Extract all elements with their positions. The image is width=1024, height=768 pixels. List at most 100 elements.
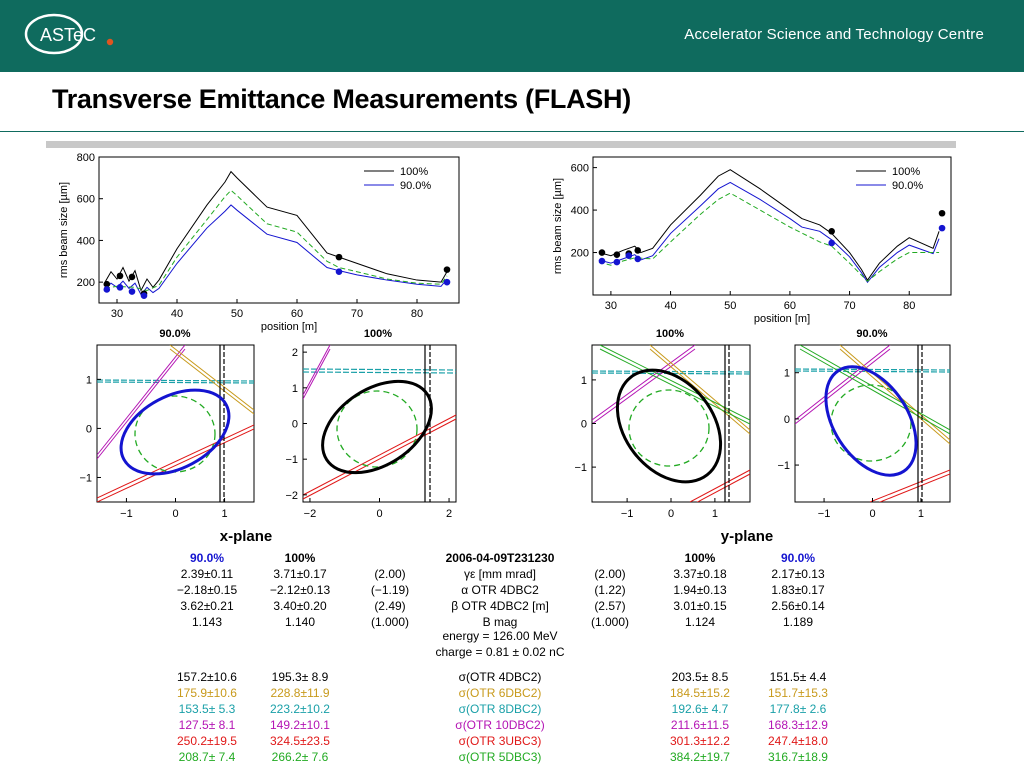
otr-constraint-line [592,370,750,373]
otr-constraint-line [592,372,750,375]
phase-plot-4: 1 0 −1 −1 0 1 90.0% [777,328,951,520]
otr-constraint-line [97,428,254,502]
sigma-y100: 192.6± 4.7 [671,702,729,716]
legend-label-90: 90.0% [400,180,431,192]
data-point-90 [140,292,148,300]
title-divider [0,131,1024,132]
sigma-x90: 208.7± 7.4 [178,750,236,764]
sigma-y90: 316.7±18.9 [768,750,828,764]
plot-frame [592,156,952,296]
param-y100: 1.124 [684,615,716,629]
param-xd: (1.000) [370,615,410,629]
x-tick-label: 30 [111,308,123,320]
otr-constraint-line [649,348,750,435]
table-head-y100: 100% [684,551,716,565]
otr-constraint-line [169,345,254,411]
x-tick-label: 80 [411,308,423,320]
table-head-x90: 90.0% [189,551,225,565]
sigma-label: σ(OTR 8DBC2) [458,702,542,716]
y-axis-label: rms beam size [µm] [58,182,70,278]
logo-text: ASTeC [40,25,96,45]
otr-constraint-line [303,368,456,371]
y-tick-label: −1 [574,462,587,474]
sigma-y100: 184.5±15.2 [670,686,730,700]
y-tick-label: 1 [784,368,790,380]
param-x90: −2.18±0.15 [176,583,238,597]
otr-constraint-line [795,368,950,371]
plot-content [592,345,750,502]
param-x90: 3.62±0.21 [180,599,234,613]
table-head-timestamp: 2006-04-09T231230 [445,551,555,565]
param-xd: (2.00) [374,567,406,581]
plot-tag: 90.0% [159,328,190,340]
sigma-y100: 203.5± 8.5 [671,670,729,684]
plot-tag: 100% [364,328,392,340]
x-tick-label: 2 [446,508,452,520]
x-tick-label: 0 [172,508,178,520]
header-bar: ASTeC Accelerator Science and Technology… [0,0,1024,72]
otr-constraint-line [303,414,456,496]
otr-constraint-line [303,371,456,374]
x-tick-label: −2 [304,508,317,520]
otr-constraint-line [303,348,331,400]
param-y90: 2.17±0.13 [771,567,825,581]
param-label: α OTR 4DBC2 [461,583,539,597]
param-yd: (1.22) [594,583,626,597]
sigma-y90: 247.4±18.0 [768,734,828,748]
legend-label-100: 100% [400,166,428,178]
x-tick-label: 40 [664,300,676,312]
data-point-90 [335,268,343,276]
x-tick-label: −1 [120,508,133,520]
x-tick-label: 80 [903,300,915,312]
sigma-label: σ(OTR 6DBC2) [458,686,542,700]
otr-constraint-line [689,469,750,502]
x-tick-label: −1 [621,508,634,520]
legend-label-90: 90.0% [892,180,923,192]
param-x90: 2.39±0.11 [180,567,234,581]
x-tick-label: 60 [291,308,303,320]
data-point-100 [443,266,451,273]
data-point-90 [828,239,835,247]
measured-ellipse [615,368,723,484]
data-point-100 [828,228,835,235]
x-axis-label: position [m] [754,313,810,325]
sigma-y90: 151.5± 4.4 [769,670,827,684]
otr-constraint-line [303,345,331,396]
beam-size-chart-y: 30 40 50 60 70 80 200 400 600 position [m] rms bea… [552,156,952,325]
design-dashed-line [104,189,448,292]
y-tick-label: 0 [292,419,298,431]
x-tick-label: 30 [605,300,617,312]
legend-label-100: 100% [892,166,920,178]
data-point-100 [335,253,343,261]
sigma-x90: 157.2±10.6 [177,670,237,684]
sigma-label: σ(OTR 4DBC2) [458,670,542,684]
otr-constraint-line [878,473,950,502]
param-y100: 3.01±0.15 [673,599,727,613]
sigma-y90: 168.3±12.9 [768,718,828,732]
charge-value: charge = 0.81 ± 0.02 nC [435,645,565,659]
x-axis-label: position [m] [261,321,317,333]
param-x100: −2.12±0.13 [269,583,331,597]
otr-constraint-line [799,348,950,435]
table-head-x100: 100% [284,551,316,565]
y-tick-label: 400 [77,235,95,247]
measured-ellipse [321,379,433,475]
otr-constraint-line [97,381,254,384]
param-yd: (2.00) [594,567,626,581]
measured-ellipse [119,388,231,476]
sigma-y90: 151.7±15.3 [768,686,828,700]
page-title: Transverse Emittance Measurements (FLASH… [52,84,631,114]
sigma-x100: 324.5±23.5 [270,734,330,748]
sigma-x100: 266.2± 7.6 [271,750,329,764]
series-90-line [104,204,448,296]
data-point-100 [103,280,111,288]
figure-top-bar [46,141,956,148]
x-tick-label: 70 [843,300,855,312]
x-tick-label: 70 [351,308,363,320]
y-tick-label: 0 [86,423,92,435]
data-point-90 [116,284,124,291]
y-tick-label: 600 [571,163,589,175]
sigma-x100: 223.2±10.2 [270,702,330,716]
